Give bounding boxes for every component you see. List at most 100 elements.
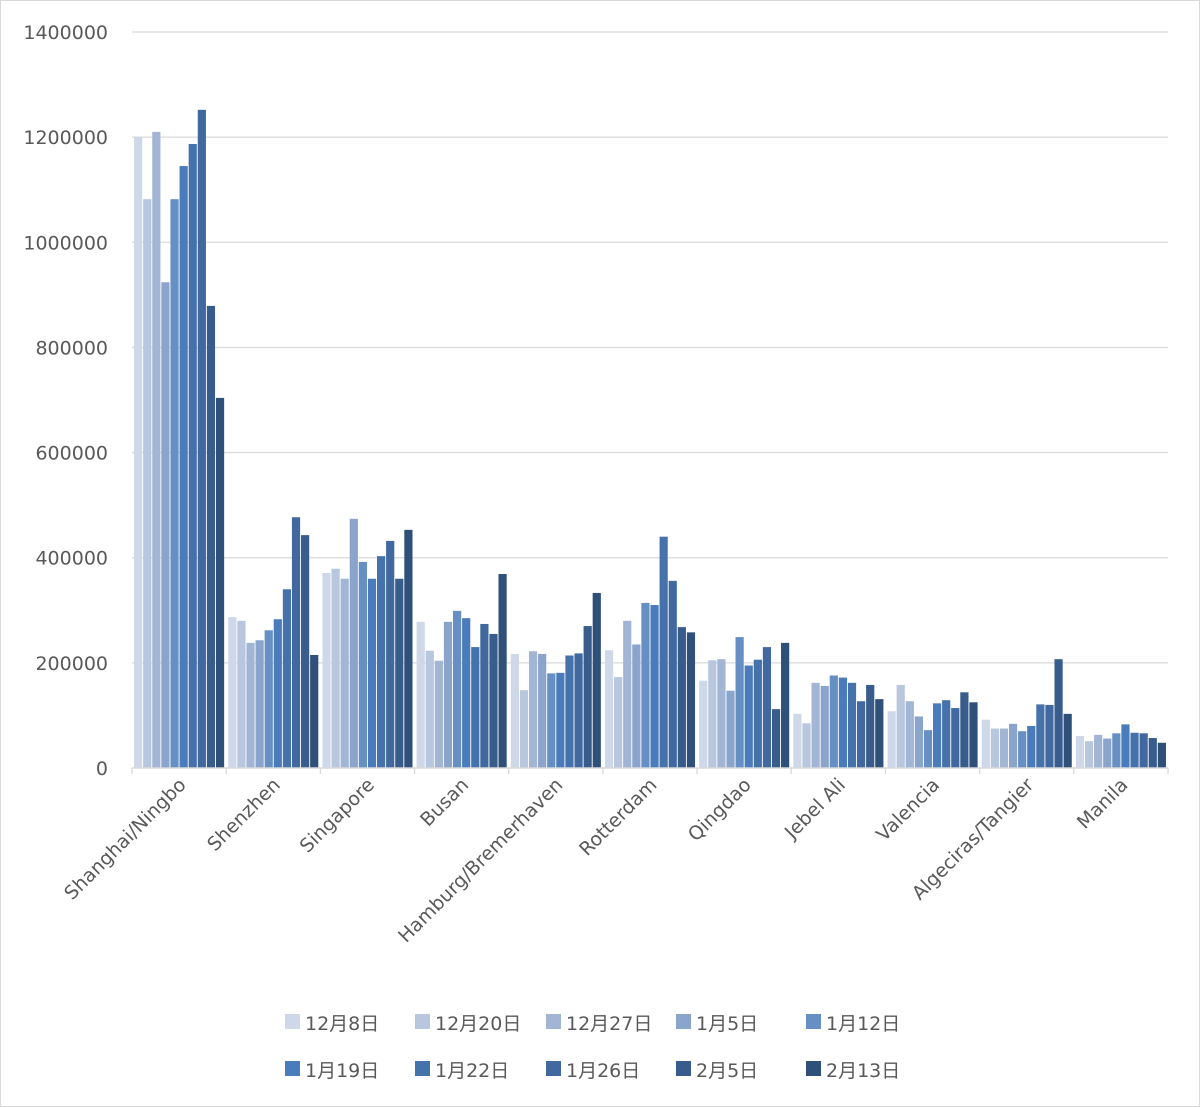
x-category-label: Rotterdam (575, 774, 661, 860)
bar (1036, 704, 1045, 768)
x-category-label: Shenzhen (203, 774, 285, 856)
bar (565, 655, 574, 768)
legend-label: 1月5日 (696, 1013, 758, 1035)
y-tick-label: 400000 (35, 548, 108, 570)
bar (331, 568, 340, 768)
y-tick-label: 800000 (35, 337, 108, 359)
bar (310, 654, 319, 768)
y-tick-label: 0 (96, 758, 108, 780)
bar (969, 702, 978, 768)
legend-label: 1月19日 (305, 1060, 379, 1082)
bar (1027, 725, 1036, 768)
bar (668, 580, 677, 768)
bar (686, 632, 696, 768)
x-category-label: Manila (1073, 774, 1133, 834)
bar (699, 680, 708, 768)
bar (838, 677, 848, 768)
bar (425, 650, 434, 768)
bar (301, 535, 310, 768)
bar (623, 620, 632, 768)
bar (228, 617, 237, 768)
bar (762, 647, 772, 768)
bar (1112, 733, 1121, 768)
bar (556, 672, 565, 768)
bar (942, 700, 951, 768)
legend-label: 12月8日 (305, 1013, 379, 1035)
bar (349, 518, 358, 768)
legend-label: 12月27日 (566, 1013, 652, 1035)
legend-swatch (285, 1014, 300, 1029)
x-category-label: Hamburg/Bremerhaven (394, 774, 567, 947)
bar (206, 305, 216, 768)
bar (519, 690, 529, 768)
bar (367, 578, 377, 768)
bar (264, 630, 273, 768)
bar (1063, 713, 1072, 768)
bar (614, 677, 623, 768)
bar (641, 602, 650, 768)
bar (1018, 731, 1027, 768)
bar (990, 728, 999, 768)
bar (395, 578, 404, 768)
bar (143, 199, 152, 769)
bar (1084, 741, 1094, 768)
x-category-label: Shanghai/Ningbo (60, 774, 190, 904)
legend-swatch (285, 1061, 300, 1076)
bar (726, 690, 735, 768)
bar (255, 640, 264, 768)
bar (632, 644, 641, 768)
legend-swatch (676, 1014, 691, 1029)
bar (999, 728, 1009, 768)
bar (914, 716, 923, 768)
bar (246, 642, 255, 768)
bar (340, 578, 349, 768)
legend-label: 12月20日 (435, 1013, 521, 1035)
y-tick-label: 1000000 (23, 232, 108, 254)
bar (322, 572, 331, 768)
legend-swatch (546, 1014, 561, 1029)
bar (134, 137, 143, 769)
legend-swatch (546, 1061, 561, 1076)
bar (981, 719, 990, 768)
bar (170, 199, 179, 769)
bar (866, 684, 875, 768)
bar (717, 659, 726, 768)
legend-swatch (415, 1014, 430, 1029)
legend-label: 1月26日 (566, 1060, 640, 1082)
y-tick-label: 1200000 (23, 127, 108, 149)
bar (179, 166, 188, 769)
bar (416, 621, 425, 768)
legend-swatch (806, 1061, 821, 1076)
bar (1054, 659, 1063, 768)
bar (875, 699, 884, 768)
bar (215, 397, 225, 768)
bar (574, 653, 583, 768)
bar (781, 642, 790, 768)
y-tick-label: 1400000 (23, 22, 108, 44)
bar (291, 517, 301, 768)
bar (820, 685, 829, 768)
bar (237, 620, 246, 768)
legend-swatch (676, 1061, 691, 1076)
bar (434, 660, 443, 768)
bar (677, 627, 686, 768)
bar (386, 540, 395, 768)
bar (735, 637, 744, 768)
bar (960, 692, 969, 768)
bar (358, 561, 368, 768)
bar (161, 282, 170, 768)
bar (857, 701, 866, 768)
bar (528, 651, 538, 768)
bar (753, 659, 762, 768)
bar (152, 131, 161, 768)
legend-swatch (415, 1061, 430, 1076)
bar (273, 619, 282, 768)
bar (498, 574, 507, 768)
bar (282, 589, 292, 768)
bar (932, 703, 942, 768)
bar (793, 713, 802, 768)
x-category-label: Valencia (872, 774, 944, 846)
bar (1045, 704, 1054, 768)
bar (510, 653, 519, 768)
